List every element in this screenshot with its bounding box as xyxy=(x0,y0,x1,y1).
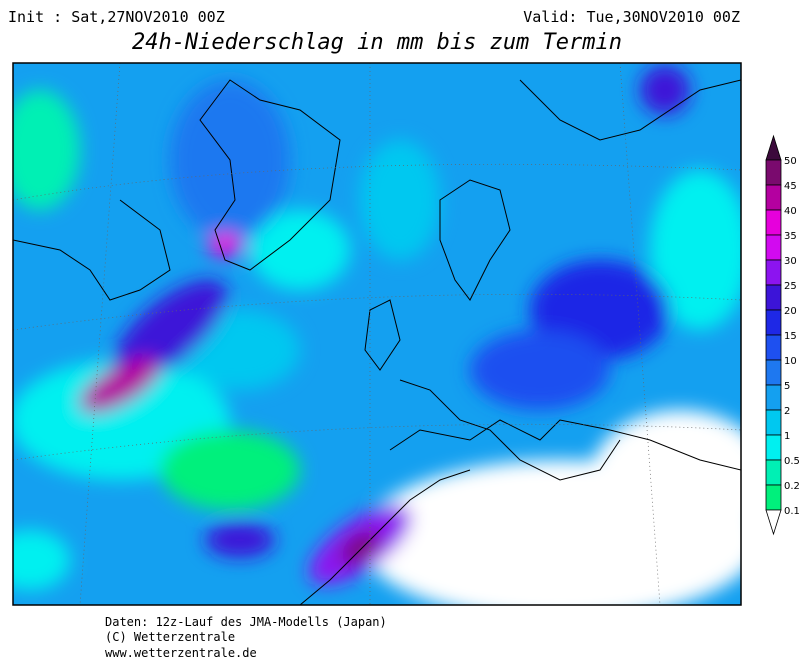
footer-line: (C) Wetterzentrale xyxy=(105,630,235,644)
colorbar-label: 2 xyxy=(784,406,790,417)
colorbar-segment xyxy=(765,434,782,461)
precipitation-map xyxy=(13,63,741,605)
colorbar-segment xyxy=(765,409,782,436)
footer-line: www.wetterzentrale.de xyxy=(105,646,257,660)
colorbar-segment xyxy=(765,509,782,536)
colorbar-segment xyxy=(765,184,782,211)
colorbar-segment xyxy=(765,359,782,386)
colorbar-segment xyxy=(765,159,782,186)
colorbar-segment xyxy=(765,259,782,286)
colorbar-label: 25 xyxy=(784,281,797,292)
init-time: Init : Sat,27NOV2010 00Z xyxy=(8,8,225,26)
colorbar-label: 45 xyxy=(784,181,797,192)
colorbar-label: 0.1 xyxy=(784,506,800,517)
colorbar-label: 1 xyxy=(784,431,790,442)
colorbar-label: 15 xyxy=(784,331,797,342)
colorbar-label: 0.2 xyxy=(784,481,800,492)
colorbar-label: 0.5 xyxy=(784,456,800,467)
colorbar-segment xyxy=(765,484,782,511)
map-frame xyxy=(12,62,742,606)
map-title: 24h-Niederschlag in mm bis zum Termin xyxy=(132,30,622,55)
colorbar-label: 30 xyxy=(784,256,797,267)
colorbar-label: 40 xyxy=(784,206,797,217)
colorbar-segment xyxy=(765,284,782,311)
colorbar-segment xyxy=(765,309,782,336)
colorbar-label: 35 xyxy=(784,231,797,242)
colorbar-segment xyxy=(765,134,782,161)
colorbar-segment xyxy=(765,384,782,411)
colorbar-label: 5 xyxy=(784,381,790,392)
colorbar-label: 20 xyxy=(784,306,797,317)
valid-time: Valid: Tue,30NOV2010 00Z xyxy=(523,8,740,26)
colorbar-label: 50 xyxy=(784,156,797,167)
colorbar-segment xyxy=(765,234,782,261)
colorbar-segment xyxy=(765,209,782,236)
footer-line: Daten: 12z-Lauf des JMA-Modells (Japan) xyxy=(105,615,387,629)
colorbar-label: 10 xyxy=(784,356,797,367)
colorbar-segment xyxy=(765,459,782,486)
colorbar-segment xyxy=(765,334,782,361)
colorbar: 50 45 40 35 30 25 20 15 10 5 2 1 0.5 0.2 0.1 xyxy=(765,134,800,536)
